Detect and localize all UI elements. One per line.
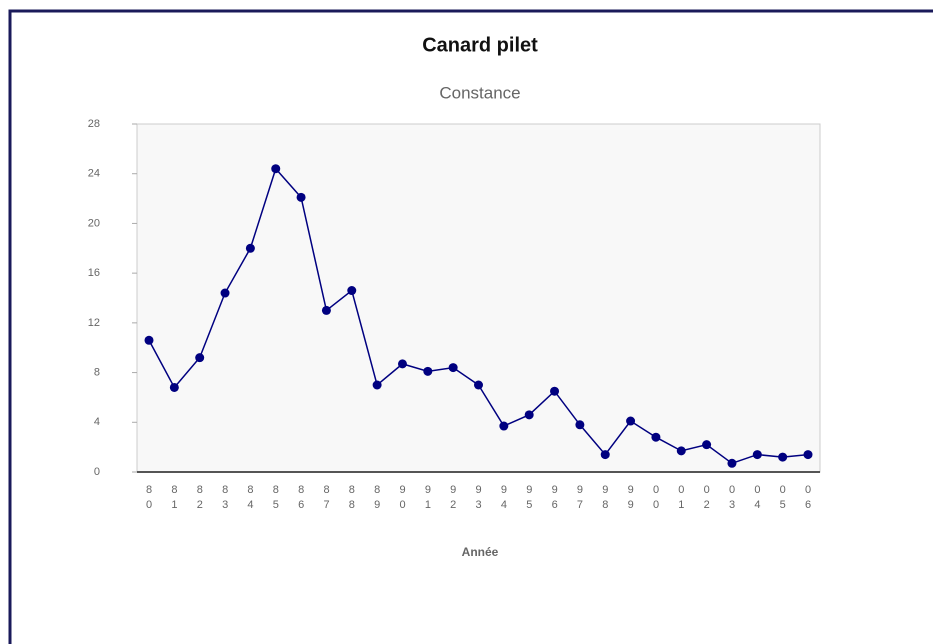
x-tick-label: 82 xyxy=(194,484,206,514)
data-point xyxy=(727,458,737,468)
x-tick-label: 04 xyxy=(751,484,763,514)
data-point xyxy=(626,416,636,426)
data-point xyxy=(397,359,407,369)
x-tick-label: 03 xyxy=(726,484,738,514)
data-point xyxy=(803,450,813,460)
data-point xyxy=(271,164,281,174)
x-tick-label: 00 xyxy=(650,484,662,514)
x-tick-label: 87 xyxy=(321,484,333,514)
data-point xyxy=(220,288,230,298)
data-point xyxy=(676,446,686,456)
x-tick-label: 02 xyxy=(701,484,713,514)
x-tick-label: 89 xyxy=(371,484,383,514)
data-point xyxy=(575,420,585,430)
data-point xyxy=(499,421,509,431)
data-point xyxy=(296,192,306,202)
x-tick-label: 84 xyxy=(244,484,256,514)
x-tick-label: 81 xyxy=(168,484,180,514)
data-point xyxy=(245,243,255,253)
data-point xyxy=(423,366,433,376)
x-tick-label: 93 xyxy=(473,484,485,514)
chart-title: Canard pilet xyxy=(422,34,538,56)
y-tick-label: 28 xyxy=(88,118,100,130)
data-point xyxy=(321,305,331,315)
y-tick-label: 4 xyxy=(94,416,100,428)
data-point xyxy=(195,353,205,363)
data-point xyxy=(144,335,154,345)
data-point xyxy=(372,380,382,390)
x-tick-label: 97 xyxy=(574,484,586,514)
y-tick-label: 16 xyxy=(88,267,100,279)
plot-area xyxy=(136,123,821,473)
x-tick-label: 06 xyxy=(802,484,814,514)
x-tick-label: 85 xyxy=(270,484,282,514)
y-tick-label: 0 xyxy=(94,466,100,478)
data-point xyxy=(169,382,179,392)
x-tick-label: 88 xyxy=(346,484,358,514)
data-point xyxy=(600,450,610,460)
data-point xyxy=(347,286,357,296)
y-tick-label: 8 xyxy=(94,366,100,378)
x-tick-label: 83 xyxy=(219,484,231,514)
x-tick-label: 98 xyxy=(599,484,611,514)
x-tick-label: 01 xyxy=(675,484,687,514)
x-tick-label: 05 xyxy=(777,484,789,514)
data-point xyxy=(778,452,788,462)
y-tick-label: 24 xyxy=(88,168,100,180)
data-point xyxy=(474,380,483,390)
data-point xyxy=(702,440,712,450)
y-tick-label: 12 xyxy=(88,317,100,329)
x-tick-label: 95 xyxy=(523,484,535,514)
x-tick-label: 96 xyxy=(549,484,561,514)
x-tick-label: 86 xyxy=(295,484,307,514)
x-tick-label: 92 xyxy=(447,484,459,514)
x-tick-label: 99 xyxy=(625,484,637,514)
x-axis-label: Année xyxy=(462,545,499,559)
data-point xyxy=(651,432,661,442)
data-point xyxy=(550,386,560,396)
data-point xyxy=(524,410,534,420)
chart-subtitle: Constance xyxy=(439,83,520,102)
x-tick-label: 91 xyxy=(422,484,434,514)
x-tick-label: 94 xyxy=(498,484,510,514)
y-tick-label: 20 xyxy=(88,217,100,229)
data-point xyxy=(752,450,762,460)
frame xyxy=(8,9,933,644)
x-tick-label: 80 xyxy=(143,484,155,514)
data-point xyxy=(448,363,458,373)
x-tick-label: 90 xyxy=(397,484,409,514)
